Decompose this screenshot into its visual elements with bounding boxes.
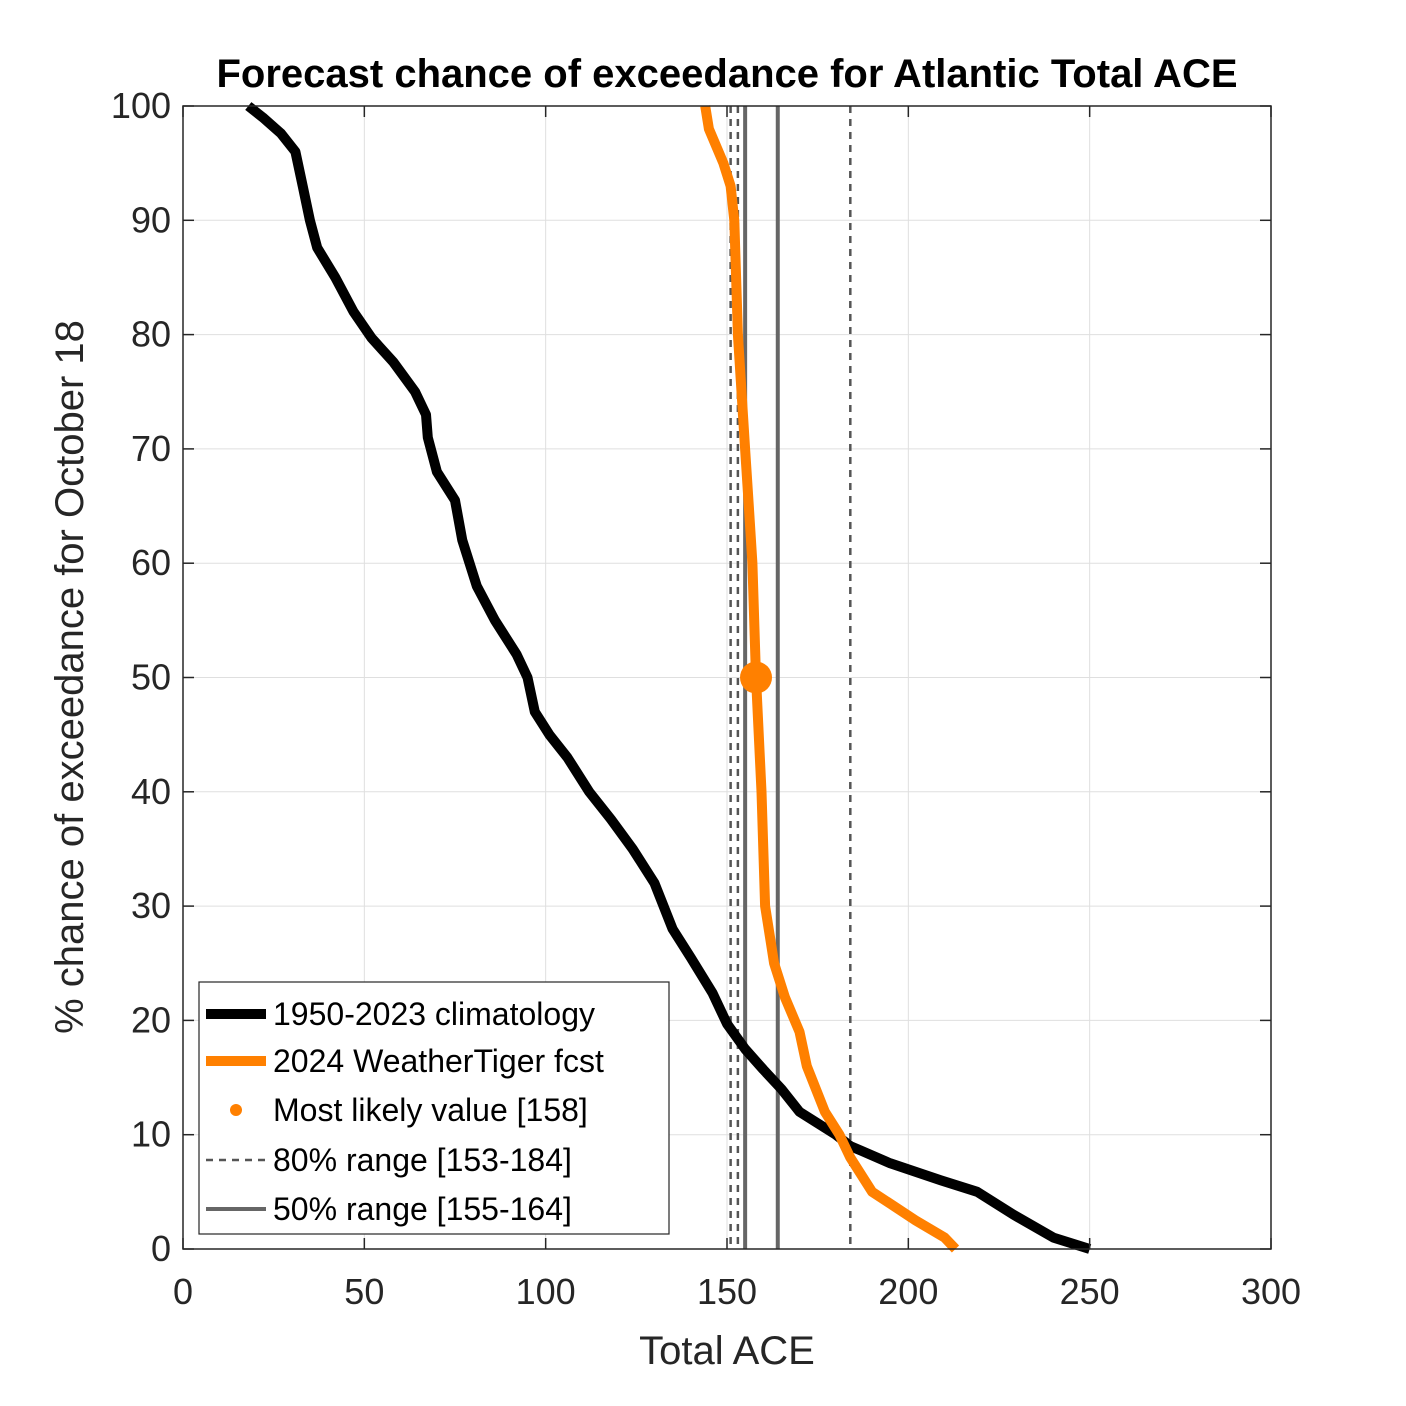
legend-label-forecast: 2024 WeatherTiger fcst: [273, 1043, 604, 1079]
legend: 1950-2023 climatology 2024 WeatherTiger …: [198, 981, 670, 1235]
y-tick-label: 0: [151, 1228, 171, 1269]
y-tick-label: 50: [131, 657, 171, 698]
legend-label-80-range: 80% range [153-184]: [273, 1142, 572, 1178]
x-axis-label: Total ACE: [639, 1329, 815, 1373]
forecast-line: [700, 105, 960, 1253]
x-tick-label: 250: [1060, 1271, 1120, 1312]
x-tick-label: 0: [173, 1271, 193, 1312]
legend-label-50-range: 50% range [155-164]: [273, 1191, 572, 1227]
legend-swatch-most-likely: [230, 1104, 242, 1116]
legend-label-climatology: 1950-2023 climatology: [273, 996, 595, 1032]
y-tick-label: 80: [131, 314, 171, 355]
y-tick-label: 20: [131, 999, 171, 1040]
x-tick-label: 300: [1241, 1271, 1301, 1312]
x-tick-label: 50: [344, 1271, 384, 1312]
y-tick-label: 10: [131, 1114, 171, 1155]
y-tick-label: 100: [111, 85, 171, 126]
series-lines: [245, 102, 1092, 1254]
most-likely-marker: [740, 661, 773, 694]
x-tick-label: 100: [516, 1271, 576, 1312]
y-axis-label: % chance of exceedance for October 18: [48, 320, 92, 1034]
x-tick-label: 150: [697, 1271, 757, 1312]
ticks: 0 50 100 150 200 250 300 0 10 20 30 40 50 60 70 80 90 100: [111, 85, 1301, 1312]
y-tick-label: 30: [131, 885, 171, 926]
y-tick-label: 90: [131, 199, 171, 240]
chart-title: Forecast chance of exceedance for Atlant…: [216, 52, 1237, 96]
legend-box: [198, 981, 670, 1235]
y-tick-label: 60: [131, 542, 171, 583]
y-tick-label: 40: [131, 771, 171, 812]
x-tick-label: 200: [878, 1271, 938, 1312]
legend-label-most-likely: Most likely value [158]: [273, 1092, 588, 1128]
y-tick-label: 70: [131, 428, 171, 469]
